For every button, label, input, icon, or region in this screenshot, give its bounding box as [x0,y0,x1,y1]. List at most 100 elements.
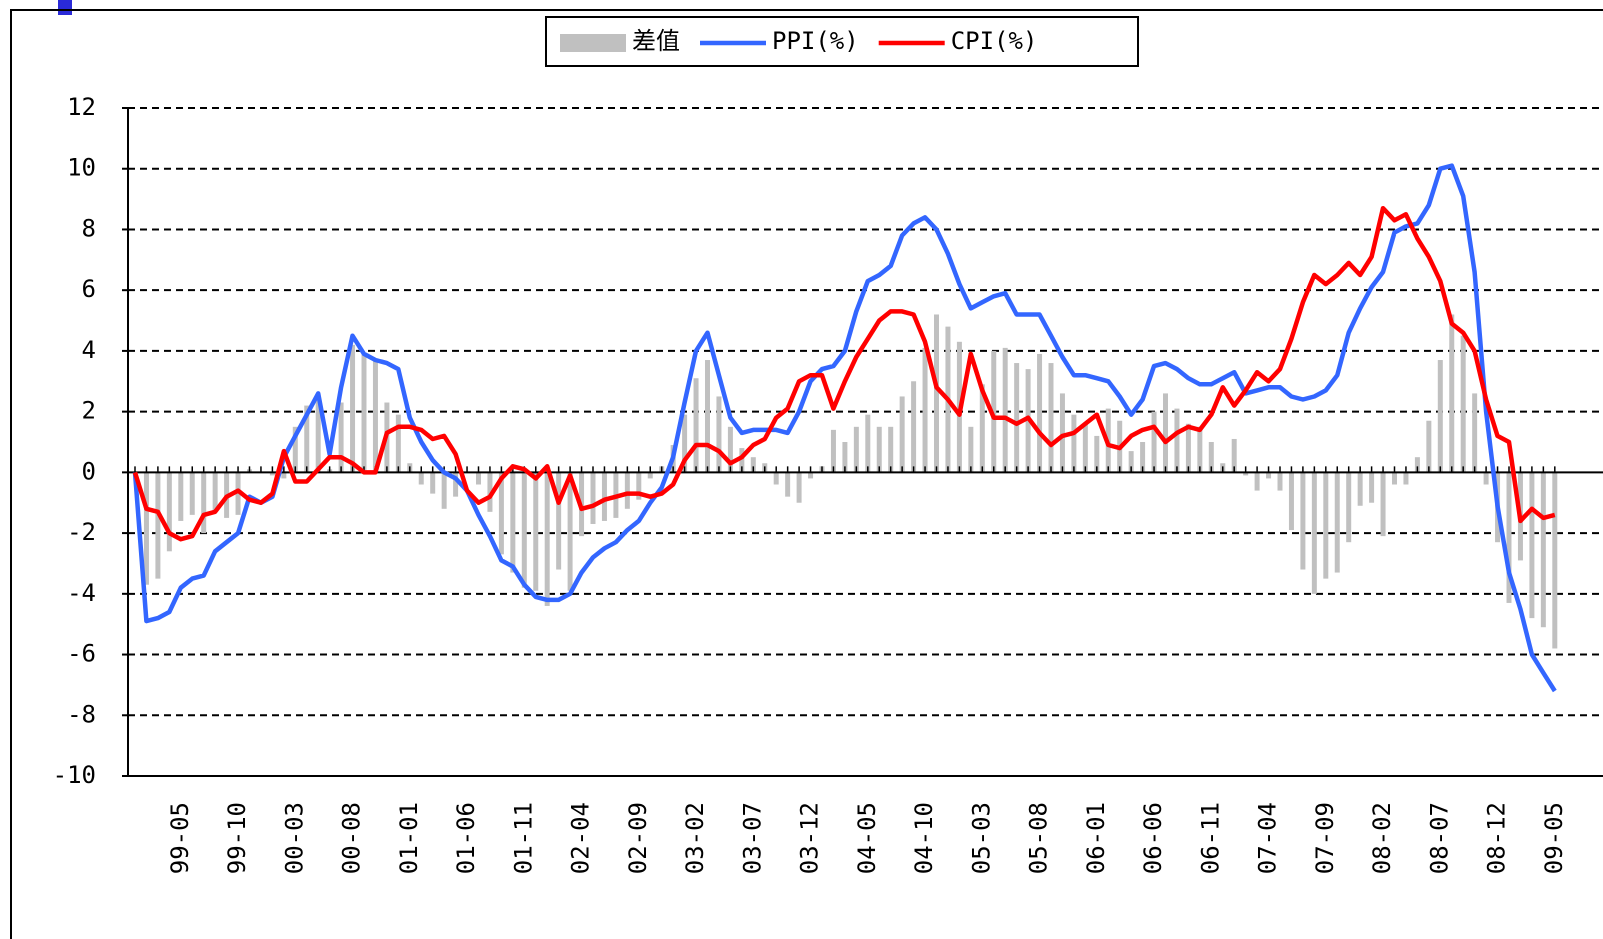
bar [1323,472,1329,579]
bar [842,442,848,473]
bar [1197,426,1203,473]
bar [567,472,573,591]
x-tick-label: 07-04 [1254,802,1282,874]
x-tick-label: 01-01 [395,802,423,874]
x-tick-label: 02-09 [624,802,652,874]
bar [1449,314,1455,473]
bar [636,472,642,500]
bar [590,472,596,524]
bar [991,350,997,473]
bar [201,472,207,534]
bar [235,472,241,515]
legend-box [545,16,1139,67]
bar [830,429,836,473]
x-tick-label: 00-08 [338,802,366,874]
bar [1414,457,1420,473]
bar [338,402,344,473]
bar [1185,423,1191,473]
bar [1506,472,1512,603]
x-tick-label: 03-12 [796,802,824,874]
bar [979,384,985,473]
bar [1552,472,1558,649]
bar [281,472,287,479]
x-tick-label: 05-08 [1025,802,1053,874]
y-tick-label: 10 [67,154,96,182]
bar [1231,438,1237,473]
bar [1288,472,1294,531]
bar [682,414,688,473]
legend-label: CPI(%) [951,27,1038,55]
bar [556,472,562,570]
bar [269,472,275,476]
bar [476,472,481,485]
bar [1483,472,1489,485]
bar [1140,442,1146,473]
bar [1208,442,1214,473]
legend-label: 差值 [632,27,680,55]
bar [647,472,653,479]
y-tick-label: -8 [67,700,96,728]
bar [166,472,172,552]
bar [155,472,161,579]
bar [441,472,447,509]
bar [865,414,871,473]
bar [922,347,928,473]
bar [968,426,974,473]
bar [1437,360,1443,473]
bar [716,396,722,473]
bar [1369,472,1375,503]
y-tick-label: 0 [82,457,96,485]
bar [1059,393,1065,473]
bar [1472,393,1478,473]
x-tick-label: 99-05 [166,802,194,874]
bar [899,396,905,473]
bar [487,472,493,512]
bar [1380,472,1386,537]
bar [212,472,218,512]
bar [178,472,184,521]
y-tick-label: -2 [67,518,96,546]
bar [739,448,745,473]
bar [601,472,607,521]
bar [911,381,917,473]
bar [292,426,298,473]
bar [350,344,356,473]
corner-marker [58,0,72,15]
bar [510,472,516,573]
y-tick-label: 8 [82,214,96,242]
y-tick-label: 12 [67,93,96,121]
bar [143,472,149,585]
x-tick-label: 07-09 [1311,802,1339,874]
bar [1277,472,1283,491]
bar [727,426,733,473]
x-tick-label: 04-05 [853,802,881,874]
x-tick-label: 04-10 [910,802,938,874]
x-tick-label: 06-01 [1082,802,1110,874]
bar [1002,347,1008,473]
bar [1174,408,1180,473]
x-tick-label: 09-05 [1540,802,1568,874]
bar [1128,451,1134,473]
bar [876,426,882,473]
bar [1094,435,1100,473]
legend: 差值 PPI(%) CPI(%) [545,16,1139,67]
bar [372,360,378,473]
bar [785,472,791,497]
bar [853,426,859,473]
bar [1082,423,1088,473]
bar [1426,420,1432,473]
bar [533,472,539,591]
y-tick-label: -6 [67,640,96,668]
bar [624,472,630,509]
bar [498,472,504,555]
bar [1014,363,1020,473]
bar [796,472,802,503]
x-tick-label: 00-03 [280,802,308,874]
bar [773,472,779,485]
x-tick-label: 03-02 [681,802,709,874]
legend-swatch [560,34,626,52]
bar [1151,411,1157,473]
bar [395,414,401,473]
bar [1392,472,1397,485]
